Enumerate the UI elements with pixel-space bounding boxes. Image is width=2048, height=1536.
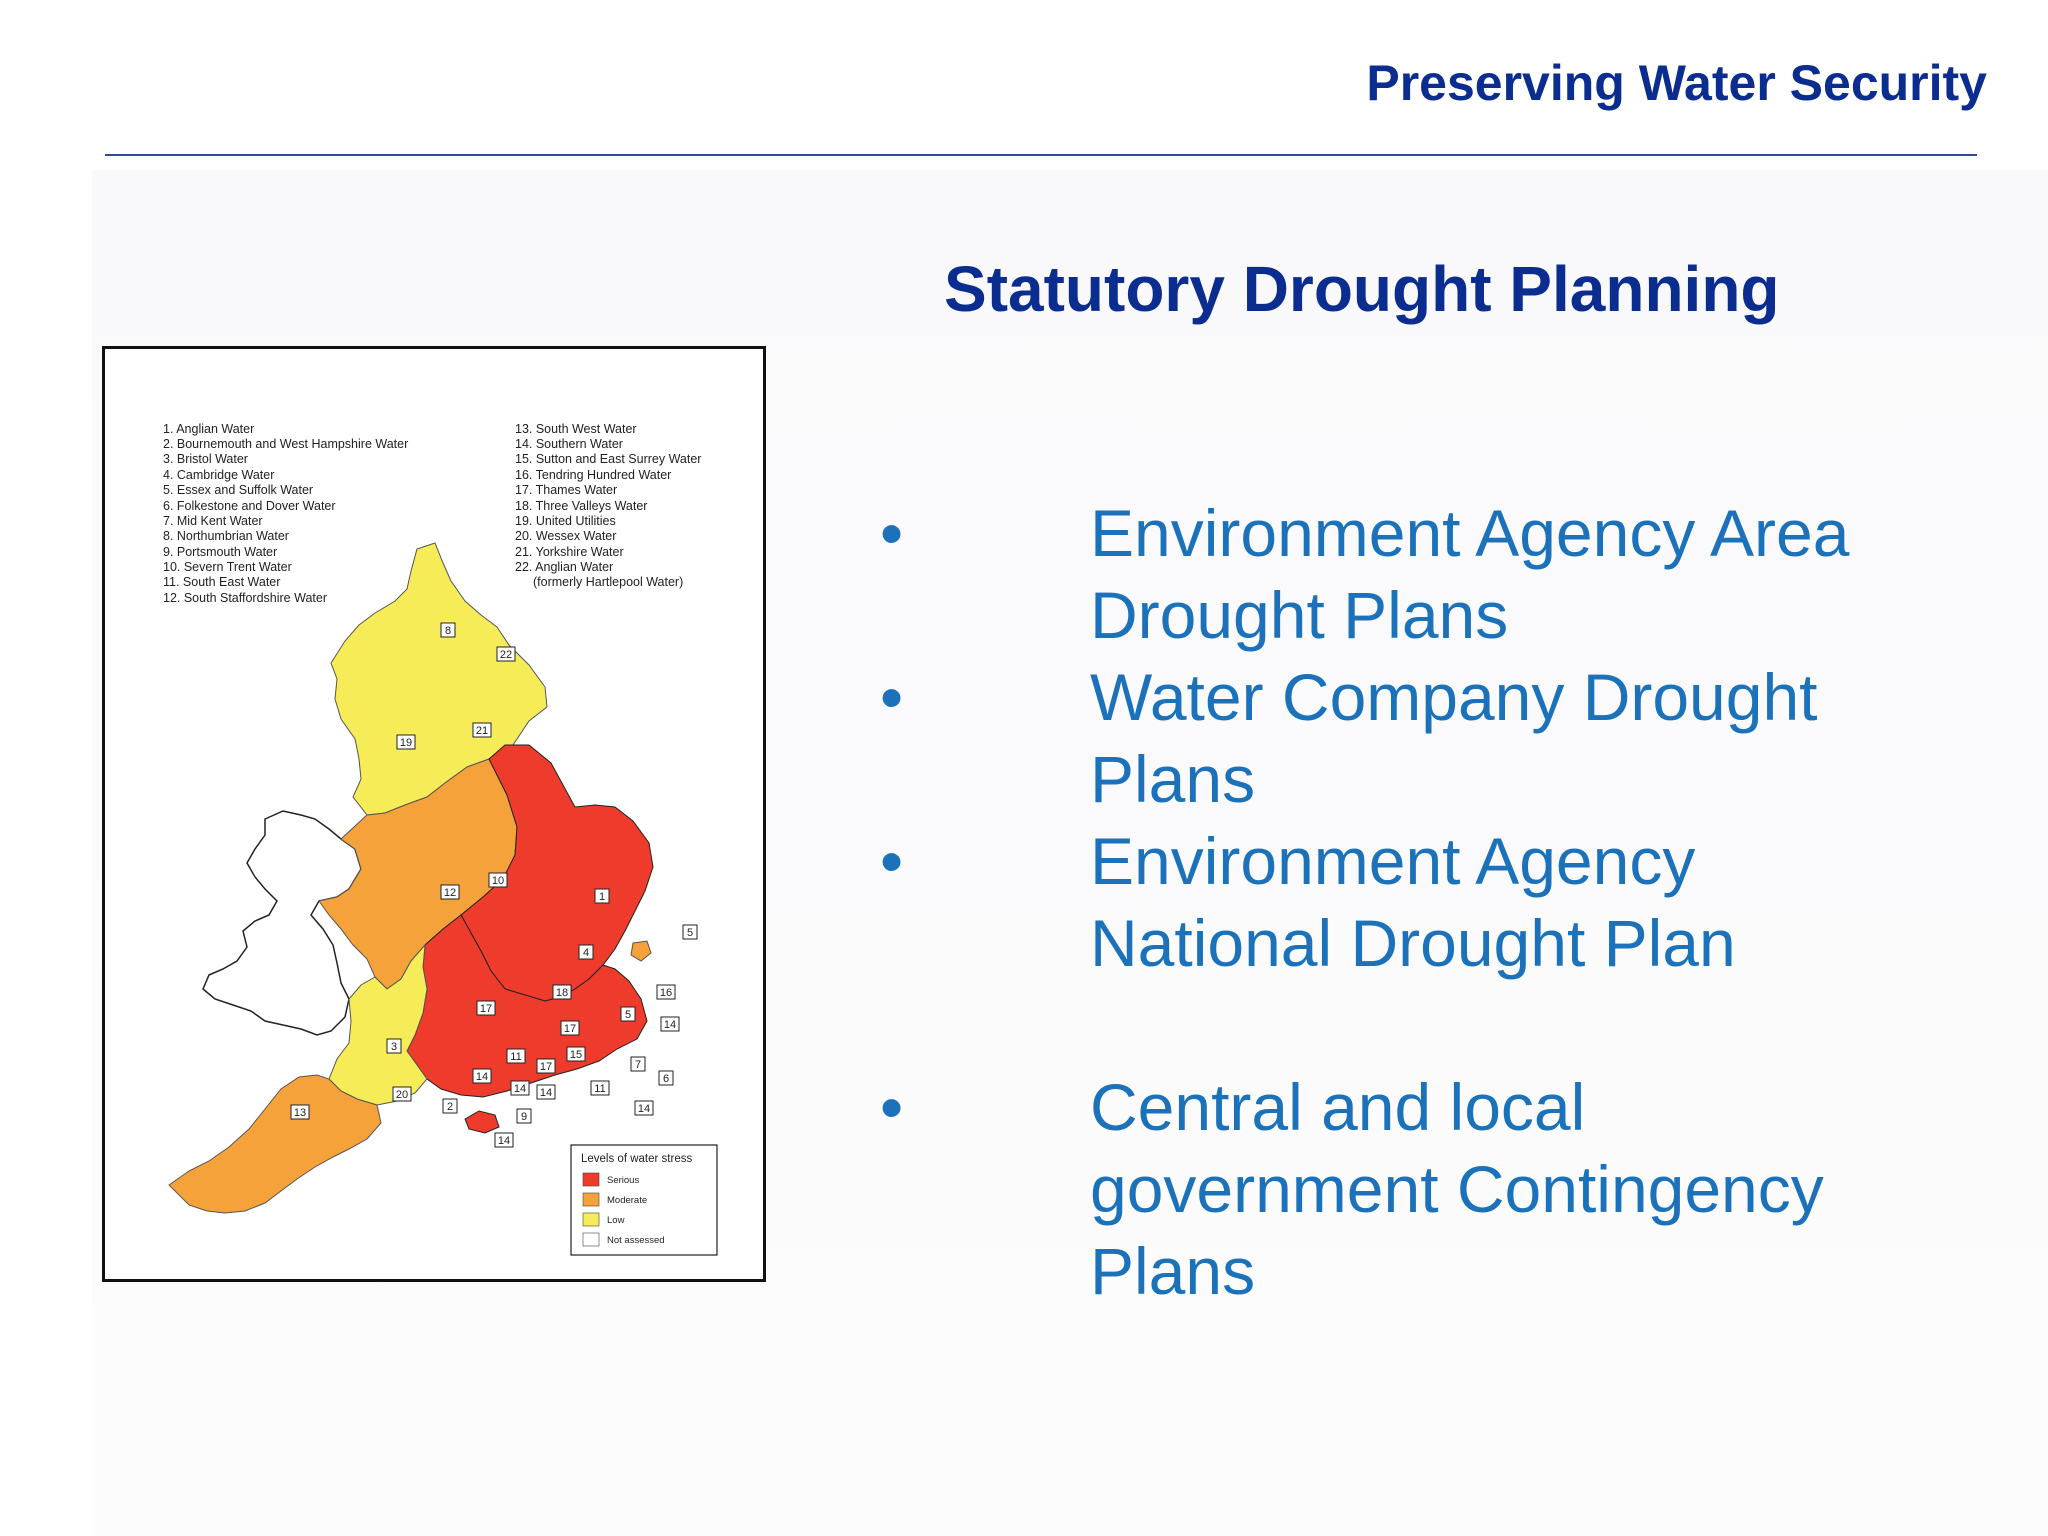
company-list-item: 14. Southern Water [515,437,623,451]
legend-title: Levels of water stress [581,1153,692,1165]
region-label: 13 [294,1107,306,1119]
company-list-item: 13. South West Water [515,422,637,436]
header-title: Preserving Water Security [1366,55,1987,111]
region-label: 11 [510,1051,521,1063]
region-label: 7 [635,1059,641,1071]
slide-heading: Statutory Drought Planning [944,253,1780,325]
legend-swatch-serious [582,1172,600,1187]
company-list-left: 1. Anglian Water 2. Bournemouth and West… [163,422,408,605]
region-label: 21 [476,725,488,737]
region-label: 14 [498,1135,510,1147]
region-label: 22 [500,649,512,661]
region-label: 6 [663,1073,669,1085]
bullet-line: Plans [1090,742,1256,816]
region-label: 20 [396,1089,408,1101]
region-label: 16 [660,987,672,999]
region-label-group: 8 22 21 19 10 12 1 5 4 16 18 17 17 5 14 … [290,622,698,1148]
company-list-item: 9. Portsmouth Water [163,545,277,559]
company-list-item: 22. Anglian Water [515,560,613,574]
bullet-line: government Contingency [1090,1152,1824,1226]
region-label: 5 [625,1009,631,1021]
bullet-dot: • [880,1070,904,1144]
company-list-item: 11. South East Water [163,575,280,589]
region-label: 17 [540,1061,552,1073]
company-list-item: 4. Cambridge Water [163,468,274,482]
region-label: 3 [391,1041,397,1053]
region-label: 4 [583,947,589,959]
region-label: 1 [599,891,605,903]
bullet-dot: • [880,824,904,898]
company-list-item: 7. Mid Kent Water [163,514,263,528]
legend-label: Low [607,1215,625,1226]
bullet-line: Plans [1090,1234,1256,1308]
company-list-item: 5. Essex and Suffolk Water [163,483,313,497]
bullet-item: • Water Company Drought Plans [880,656,2020,820]
bullet-line: National Drought Plan [1090,906,1736,980]
bullet-item: • Environment Agency Area Drought Plans [880,492,2020,656]
region-label: 2 [447,1101,453,1113]
company-list-item: 6. Folkestone and Dover Water [163,499,336,513]
company-list-item: 17. Thames Water [515,483,617,497]
bullet-dot: • [880,496,904,570]
bullet-list: • Environment Agency Area Drought Plans … [880,492,2020,1312]
region-label: 8 [445,625,451,637]
company-list-item: 20. Wessex Water [515,529,616,543]
company-list-right: 13. South West Water 14. Southern Water … [515,422,701,589]
region-label: 12 [444,887,456,899]
company-list-item: 18. Three Valleys Water [515,499,647,513]
water-stress-legend: Levels of water stress Serious Moderate … [570,1144,718,1256]
company-list-item: 12. South Staffordshire Water [163,591,327,605]
region-label: 15 [570,1049,582,1061]
bullet-item: • Central and local government Contingen… [880,1066,2020,1312]
company-list-item: (formerly Hartlepool Water) [533,575,683,589]
bullet-line: Drought Plans [1090,578,1509,652]
region-label: 14 [476,1071,488,1083]
map-figure: 1. Anglian Water 2. Bournemouth and West… [163,422,718,1256]
region-label: 19 [400,737,412,749]
region-label: 11 [594,1083,605,1095]
bullet-line: Water Company Drought [1090,660,1818,734]
legend-swatch-low [582,1212,600,1227]
water-stress-map: 1. Anglian Water 2. Bournemouth and West… [102,346,766,1282]
legend-label: Serious [607,1175,639,1186]
legend-swatch-not-assessed [582,1232,600,1247]
legend-label: Moderate [607,1195,647,1206]
company-list-item: 15. Sutton and East Surrey Water [515,452,701,466]
region-label: 18 [556,987,568,999]
region-label: 10 [492,875,504,887]
company-list-item: 19. United Utilities [515,514,616,528]
company-list-item: 10. Severn Trent Water [163,560,292,574]
region-label: 14 [664,1019,676,1031]
legend-swatch-moderate [582,1192,600,1207]
region-southwest-moderate [168,1074,382,1214]
region-wessex-low [328,943,428,1106]
region-label: 14 [514,1083,526,1095]
region-label: 5 [687,927,693,939]
region-isle-of-wight [464,1110,500,1134]
company-list-item: 21. Yorkshire Water [515,545,624,559]
company-list-item: 8. Northumbrian Water [163,529,289,543]
region-label: 14 [540,1087,552,1099]
bullet-line: Central and local [1090,1070,1586,1144]
bullet-line: Environment Agency [1090,824,1696,898]
region-label: 9 [521,1111,527,1123]
company-list-item: 2. Bournemouth and West Hampshire Water [163,437,408,451]
header-divider [105,154,1977,156]
region-label: 17 [564,1023,576,1035]
bullet-item: • Environment Agency National Drought Pl… [880,820,2020,984]
company-list-item: 16. Tendring Hundred Water [515,468,671,482]
region-label: 17 [480,1003,492,1015]
bullet-line: Environment Agency Area [1090,496,1850,570]
legend-label: Not assessed [607,1235,665,1246]
region-tendring-moderate [630,940,652,962]
region-label: 14 [638,1103,650,1115]
company-list-item: 1. Anglian Water [163,422,254,436]
company-list-item: 3. Bristol Water [163,452,248,466]
bullet-dot: • [880,660,904,734]
